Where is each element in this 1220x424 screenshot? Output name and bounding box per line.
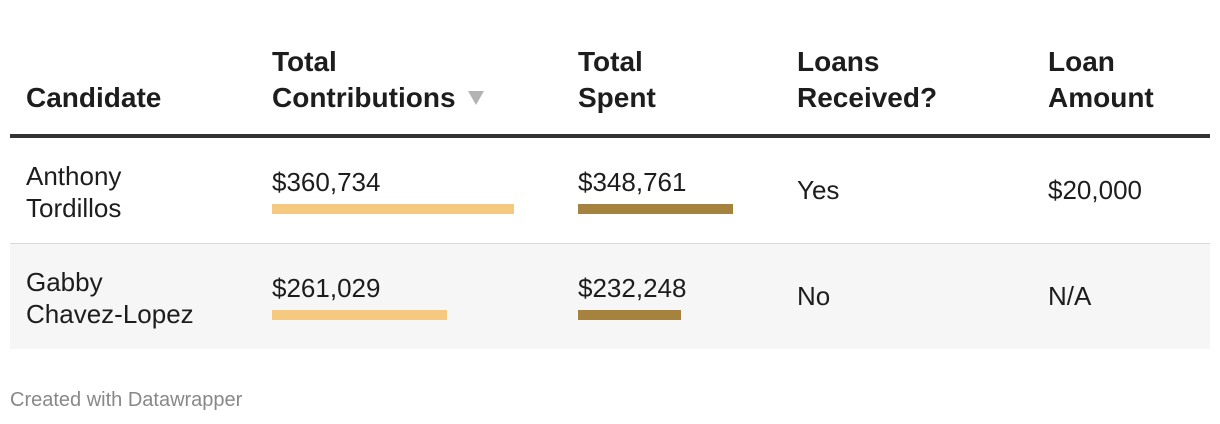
col-header-loans-received[interactable]: Loans Received?: [797, 46, 938, 113]
datawrapper-credit[interactable]: Created with Datawrapper: [10, 389, 243, 411]
total-spent-cell: $232,248: [578, 272, 686, 320]
loan-amount-value: $20,000: [1048, 175, 1142, 205]
col-header-total-spent[interactable]: Total Spent: [578, 46, 656, 113]
total-contributions-value: $261,029: [272, 273, 381, 303]
table-row: Anthony Tordillos $360,734 $348,761 Yes …: [10, 138, 1210, 244]
loans-received-value: No: [797, 281, 831, 311]
total-spent-value: $348,761: [578, 167, 687, 197]
data-table: Candidate Total Contributions Total Spen…: [10, 0, 1210, 349]
col-header-total-contributions[interactable]: Total Contributions: [272, 44, 484, 116]
candidate-name: Anthony Tordillos: [26, 161, 122, 223]
total-contributions-value: $360,734: [272, 167, 381, 197]
col-header-candidate[interactable]: Candidate: [26, 82, 162, 113]
candidate-name: Gabby Chavez-Lopez: [26, 267, 194, 329]
sort-descending-icon[interactable]: [467, 91, 484, 105]
loans-received-value: Yes: [797, 175, 840, 205]
total-spent-bar: [578, 204, 733, 214]
total-spent-value: $232,248: [578, 273, 687, 303]
total-spent-cell: $348,761: [578, 166, 733, 214]
table-header: Candidate Total Contributions Total Spen…: [10, 0, 1210, 138]
table-row: Gabby Chavez-Lopez $261,029 $232,248 No …: [10, 244, 1210, 349]
col-header-loan-amount[interactable]: Loan Amount: [1048, 46, 1154, 113]
total-contributions-bar: [272, 204, 514, 214]
loan-amount-value: N/A: [1048, 281, 1092, 311]
total-spent-bar: [578, 310, 681, 320]
total-contributions-bar: [272, 310, 447, 320]
total-contributions-cell: $261,029: [272, 272, 447, 320]
total-contributions-cell: $360,734: [272, 166, 514, 214]
